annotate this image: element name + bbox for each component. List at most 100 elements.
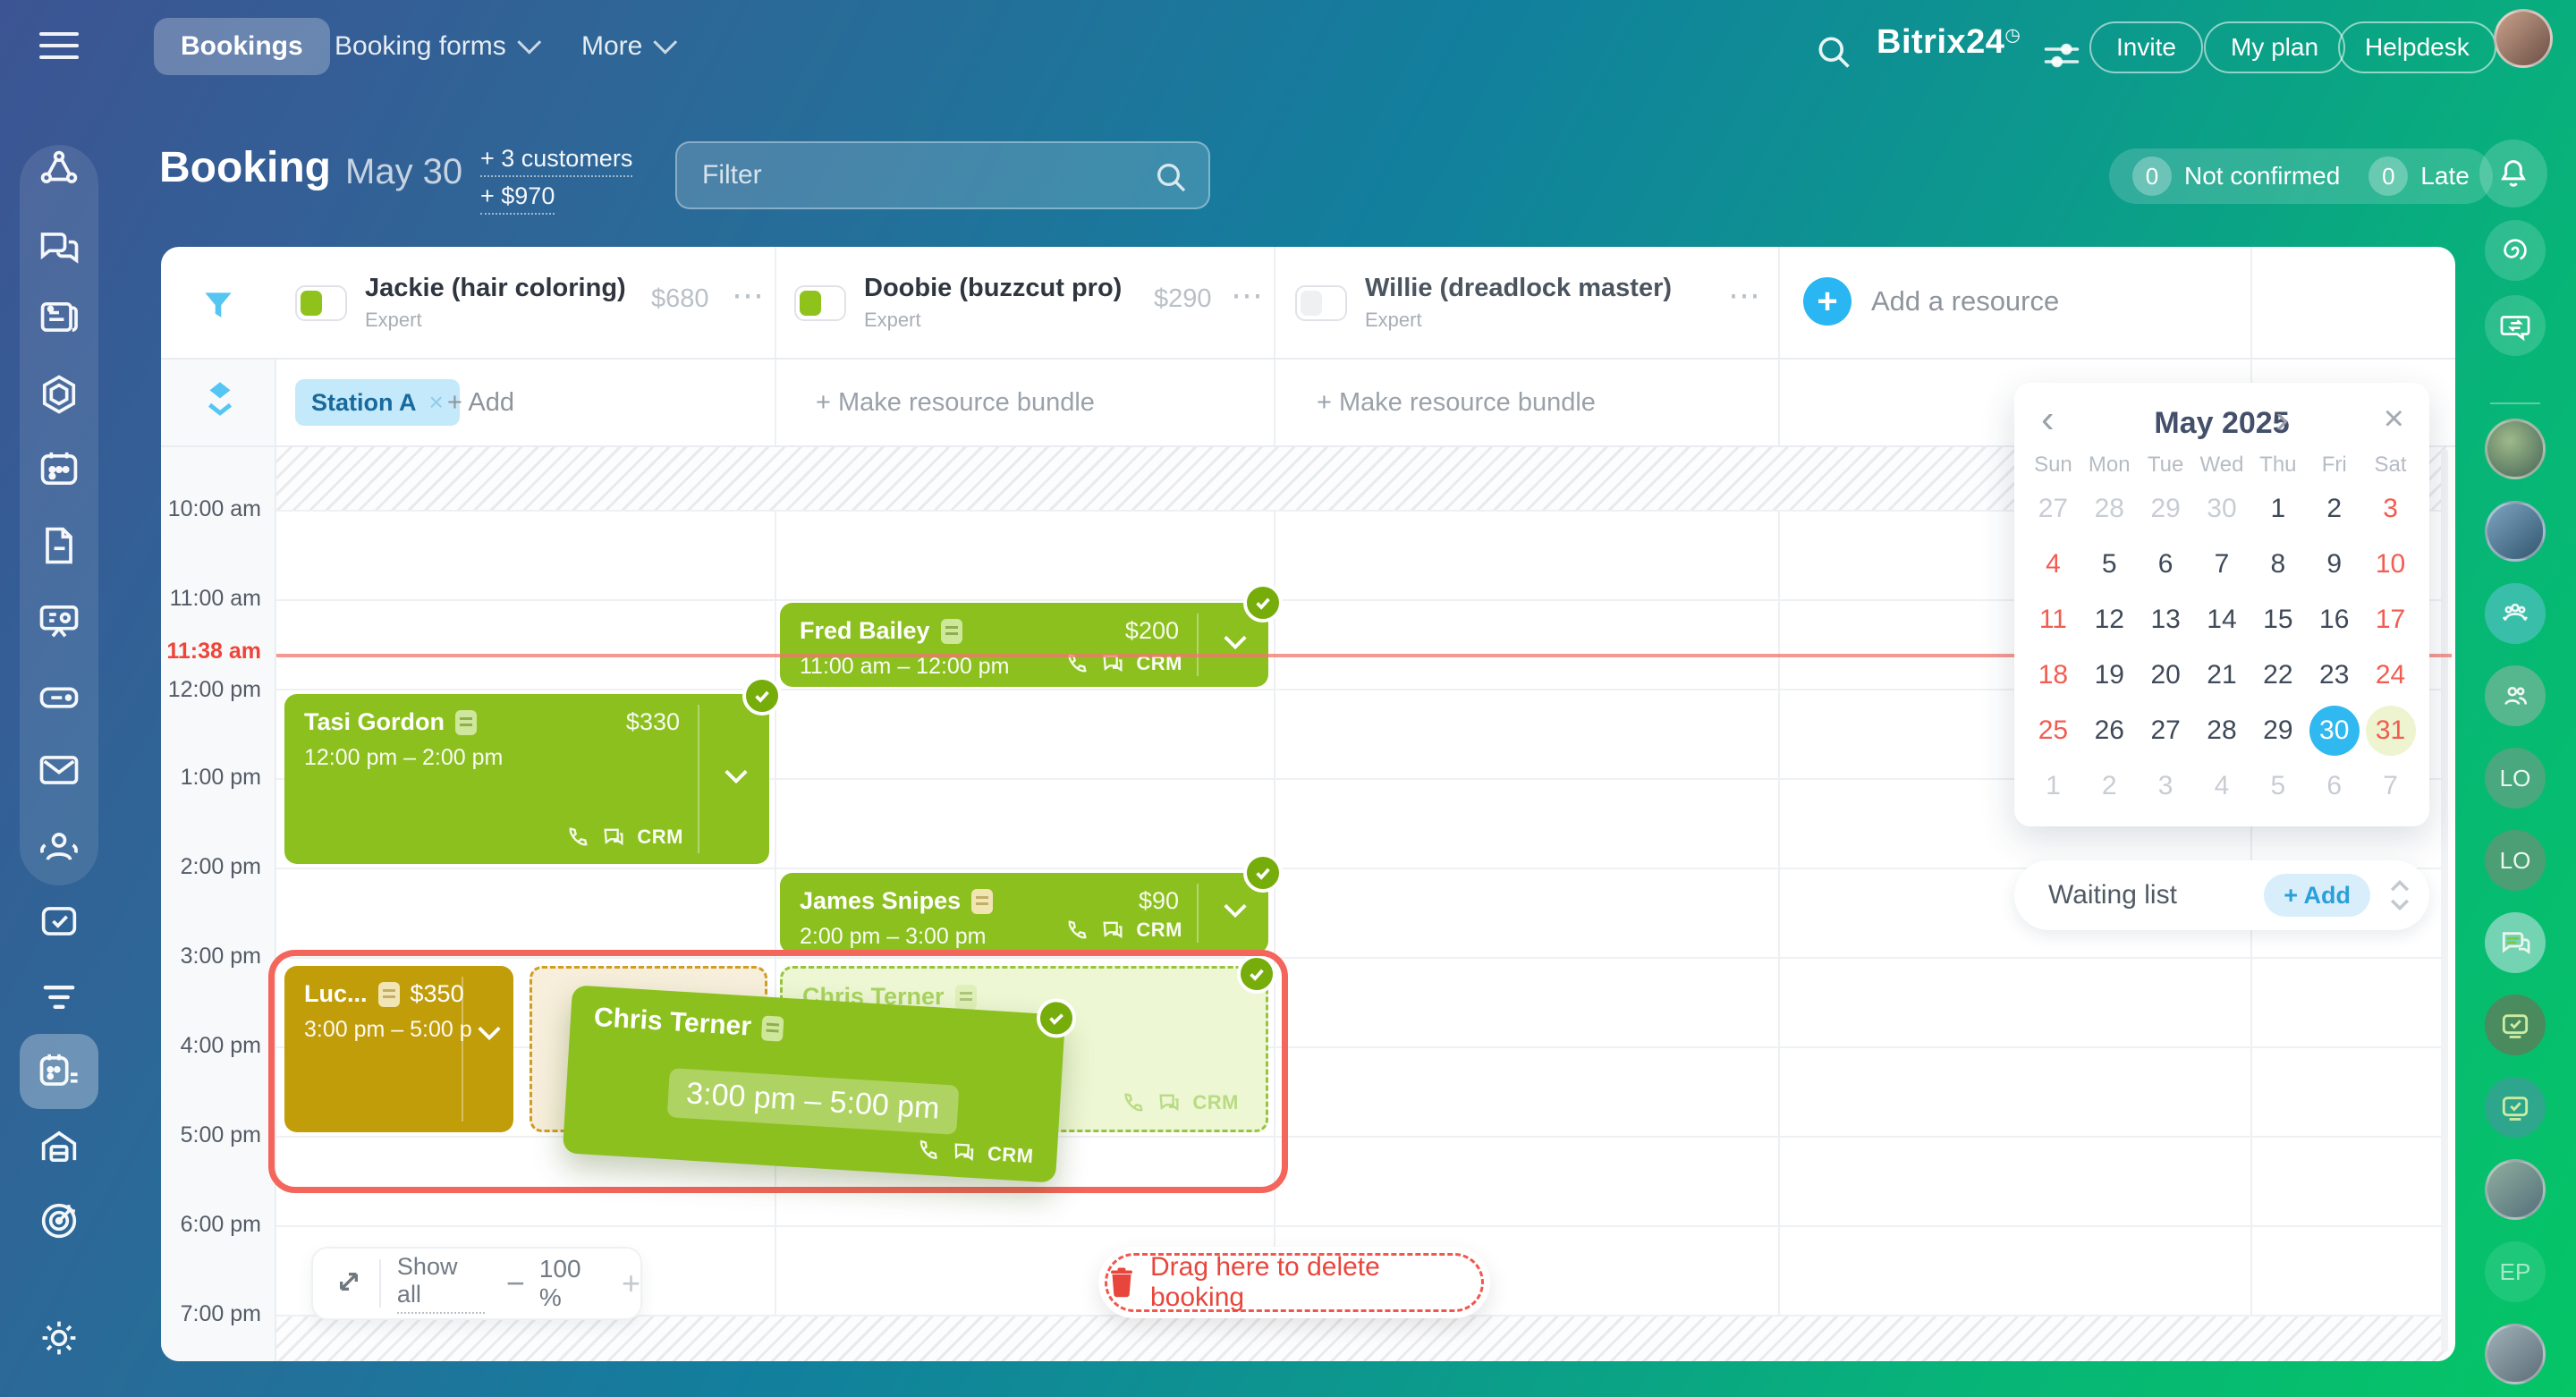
notifications-bell-button[interactable]: [2479, 140, 2547, 207]
phone-icon[interactable]: [1064, 651, 1089, 676]
zoom-in-button[interactable]: +: [621, 1265, 640, 1301]
task-chat-button[interactable]: [2485, 1077, 2546, 1138]
calendar-day[interactable]: 1: [2046, 771, 2061, 800]
chevron-down-icon[interactable]: [1222, 634, 1249, 656]
calendar-day[interactable]: 11: [2038, 605, 2067, 634]
calendar-day[interactable]: 3: [2383, 494, 2398, 523]
collapse-sort-icon[interactable]: [2386, 878, 2413, 917]
group-chat-button[interactable]: [2485, 583, 2546, 644]
filter-funnel-icon[interactable]: [199, 286, 238, 330]
dragged-booking-card-chris-terner[interactable]: Chris Terner 3:00 pm – 5:00 pm CRM: [562, 985, 1078, 1183]
calendar-day[interactable]: 24: [2375, 660, 2406, 690]
not-confirmed-count[interactable]: 0: [2132, 157, 2172, 196]
calendar-day[interactable]: 9: [2326, 549, 2343, 579]
network-icon[interactable]: [36, 146, 82, 192]
delete-drop-zone[interactable]: Drag here to delete booking: [1098, 1247, 1490, 1318]
crm-label[interactable]: CRM: [1136, 919, 1182, 941]
calendar-day[interactable]: 2: [2326, 494, 2343, 523]
duo-chat-button[interactable]: [2485, 665, 2546, 726]
people-icon[interactable]: [36, 823, 82, 869]
calendar-day[interactable]: 1: [2270, 494, 2286, 523]
make-resource-bundle-button[interactable]: + Make resource bundle: [816, 388, 1095, 417]
warehouse-icon[interactable]: [36, 1123, 82, 1170]
phone-icon[interactable]: [1064, 918, 1089, 943]
calendar-day[interactable]: 7: [2383, 771, 2398, 800]
calendar-day[interactable]: 4: [2214, 771, 2230, 800]
calendar-day[interactable]: 28: [2207, 715, 2237, 745]
calendar-day[interactable]: 6: [2326, 771, 2343, 800]
chevron-down-icon[interactable]: [723, 768, 750, 791]
expand-icon[interactable]: [331, 1264, 367, 1304]
waiting-list-add-button[interactable]: + Add: [2264, 874, 2370, 917]
presentation-board-icon[interactable]: [36, 597, 82, 644]
calendar-day[interactable]: 27: [2038, 494, 2069, 523]
my-plan-button[interactable]: My plan: [2204, 21, 2346, 73]
gear-icon[interactable]: [36, 1315, 82, 1361]
calendar-day[interactable]: 2: [2101, 771, 2117, 800]
resource-name[interactable]: Willie (dreadlock master): [1365, 274, 1673, 302]
calendar-day-selected[interactable]: 30: [2309, 706, 2360, 756]
resource-name[interactable]: Doobie (buzzcut pro): [864, 274, 1123, 302]
calendar-day[interactable]: 12: [2094, 605, 2124, 634]
filter-input[interactable]: [700, 148, 1133, 202]
hamburger-menu-icon[interactable]: [39, 32, 79, 63]
calendar-day[interactable]: 18: [2038, 660, 2069, 690]
resource-menu-icon[interactable]: ⋯: [732, 276, 764, 313]
task-chat-button[interactable]: [2485, 995, 2546, 1055]
brand-logo[interactable]: Bitrix24◷: [1877, 23, 2021, 61]
drive-icon[interactable]: [36, 673, 82, 720]
calendar-day[interactable]: 26: [2094, 715, 2124, 745]
chat-initials-badge[interactable]: EP: [2485, 1241, 2546, 1302]
layers-icon[interactable]: [202, 379, 238, 425]
make-resource-bundle-button[interactable]: + Make resource bundle: [1317, 388, 1596, 417]
calendar-day[interactable]: 22: [2263, 660, 2293, 690]
calendar-day[interactable]: 6: [2157, 549, 2174, 579]
calendar-next-button[interactable]: ›: [2275, 397, 2289, 441]
crm-label[interactable]: CRM: [637, 826, 683, 848]
news-feed-icon[interactable]: [36, 294, 82, 341]
calendar-prev-button[interactable]: ‹: [2041, 397, 2055, 441]
resource-toggle[interactable]: [295, 284, 347, 321]
tab-more[interactable]: More: [581, 18, 678, 75]
chat-initials-badge[interactable]: LO: [2485, 748, 2546, 809]
chat-icon[interactable]: [36, 224, 82, 270]
recent-avatar[interactable]: [2485, 1159, 2546, 1220]
waiting-list-bar[interactable]: Waiting list + Add: [2014, 860, 2429, 930]
invite-button[interactable]: Invite: [2089, 21, 2203, 73]
calendar-day[interactable]: 21: [2207, 660, 2237, 690]
calendar-day[interactable]: 19: [2094, 660, 2124, 690]
search-icon[interactable]: [1814, 32, 1853, 76]
chat-initials-badge[interactable]: LO: [2485, 830, 2546, 891]
chat-icon[interactable]: [601, 825, 626, 850]
station-chip[interactable]: Station A ×: [295, 379, 460, 426]
resource-menu-icon[interactable]: ⋯: [1231, 276, 1263, 313]
messenger-button[interactable]: [2485, 295, 2546, 356]
booking-card-fred-bailey[interactable]: Fred Bailey 11:00 am – 12:00 pm $200 CRM: [780, 583, 1283, 687]
calendar-day[interactable]: 15: [2263, 605, 2293, 634]
booking-card-luc[interactable]: Luc... $350 3:00 pm – 5:00 p: [284, 966, 513, 1132]
calendar-day[interactable]: 23: [2319, 660, 2350, 690]
helpdesk-button[interactable]: Helpdesk: [2338, 21, 2496, 73]
calendar-day-highlighted[interactable]: 31: [2365, 706, 2416, 756]
calendar-day[interactable]: 30: [2207, 494, 2237, 523]
resource-toggle[interactable]: [1295, 284, 1347, 321]
calendar-day[interactable]: 7: [2214, 549, 2230, 579]
show-all-button[interactable]: Show all: [396, 1253, 485, 1314]
calendar-close-icon[interactable]: ×: [2383, 399, 2404, 438]
user-avatar[interactable]: [2494, 9, 2553, 68]
calendar-day[interactable]: 8: [2270, 549, 2286, 579]
calendar-day[interactable]: 10: [2375, 549, 2406, 579]
calendar-icon[interactable]: [36, 446, 82, 493]
calendar-day[interactable]: 20: [2150, 660, 2181, 690]
chip-close-icon[interactable]: ×: [428, 388, 444, 416]
recent-avatar[interactable]: [2485, 501, 2546, 562]
calendar-day[interactable]: 14: [2207, 605, 2237, 634]
calendar-day[interactable]: 29: [2263, 715, 2293, 745]
phone-icon[interactable]: [565, 825, 590, 850]
calendar-day[interactable]: 17: [2375, 605, 2406, 634]
chat-icon[interactable]: [1100, 918, 1125, 943]
marketing-target-icon[interactable]: [36, 1198, 82, 1244]
calendar-day[interactable]: 16: [2319, 605, 2350, 634]
search-icon[interactable]: [1153, 159, 1189, 195]
document-icon[interactable]: [36, 522, 82, 569]
